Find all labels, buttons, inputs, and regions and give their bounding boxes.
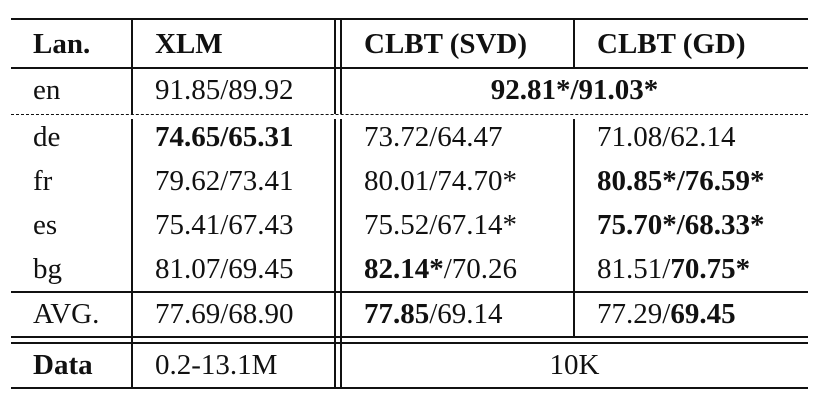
row-en-clbt: 92.81*/91.03* xyxy=(490,74,659,106)
header-clbt-svd: CLBT (SVD) xyxy=(364,28,528,60)
row-avg-xlm: 77.69/68.90 xyxy=(155,297,294,330)
row-en-xlm: 91.85/89.92 xyxy=(155,74,294,106)
row-fr-svd: 80.01/74.70* xyxy=(364,164,518,197)
row-avg-gd: 77.29/69.45 xyxy=(597,292,736,336)
row-es-lang: es xyxy=(33,208,58,241)
header-clbt-gd: CLBT (GD) xyxy=(597,28,746,60)
row-bg-lang: bg xyxy=(33,252,62,285)
header-xlm: XLM xyxy=(155,28,223,60)
bottom-rule xyxy=(11,387,808,389)
row-avg-svd: 77.85/69.14 xyxy=(364,292,503,336)
row-fr-gd: 80.85*/76.59* xyxy=(597,164,765,197)
row-bg-svd: 82.14*/70.26 xyxy=(364,247,517,291)
col-divider-svd xyxy=(573,119,575,337)
row-avg-lang: AVG. xyxy=(33,297,100,330)
avg-bottom-rule-1 xyxy=(11,336,808,338)
col-divider-lang xyxy=(131,18,133,114)
row-fr-lang: fr xyxy=(33,164,53,197)
row-bg-xlm: 81.07/69.45 xyxy=(155,252,294,285)
col-divider-svd xyxy=(573,18,575,67)
row-avg-svd-rest: /69.14 xyxy=(429,297,503,330)
avg-bottom-rule-2 xyxy=(11,342,808,344)
row-es-xlm: 75.41/67.43 xyxy=(155,208,294,241)
row-bg-gd: 81.51/70.75* xyxy=(597,247,750,291)
row-de-svd: 73.72/64.47 xyxy=(364,120,503,153)
col-divider-xlm-a xyxy=(334,119,336,388)
row-es-svd: 75.52/67.14* xyxy=(364,208,518,241)
row-avg-gd-plain: 77.29/ xyxy=(597,297,671,330)
avg-top-rule xyxy=(11,291,808,293)
row-bg-gd-plain: 81.51/ xyxy=(597,252,671,285)
row-bg-svd-rest: /70.26 xyxy=(443,252,518,285)
row-es-gd: 75.70*/68.33* xyxy=(597,208,765,241)
col-divider-xlm-b xyxy=(340,119,342,388)
dashed-separator xyxy=(11,114,808,115)
row-bg-svd-best: 82.14* xyxy=(364,252,444,285)
row-de-lang: de xyxy=(33,120,61,153)
row-avg-svd-best: 77.85 xyxy=(364,297,430,330)
top-rule xyxy=(11,18,808,20)
col-divider-lang xyxy=(131,119,133,388)
row-en-lang: en xyxy=(33,74,61,106)
row-data-label: Data xyxy=(33,348,93,381)
col-divider-xlm-b xyxy=(340,18,342,114)
col-divider-xlm-a xyxy=(334,18,336,114)
row-data-xlm: 0.2-13.1M xyxy=(155,348,278,381)
row-de-xlm: 74.65/65.31 xyxy=(155,120,294,153)
row-avg-gd-best: 69.45 xyxy=(670,297,736,330)
header-lang: Lan. xyxy=(33,28,91,60)
row-data-clbt: 10K xyxy=(549,348,600,381)
row-de-gd: 71.08/62.14 xyxy=(597,120,736,153)
header-rule xyxy=(11,67,808,69)
row-bg-gd-best: 70.75* xyxy=(670,252,751,285)
row-fr-xlm: 79.62/73.41 xyxy=(155,164,294,197)
